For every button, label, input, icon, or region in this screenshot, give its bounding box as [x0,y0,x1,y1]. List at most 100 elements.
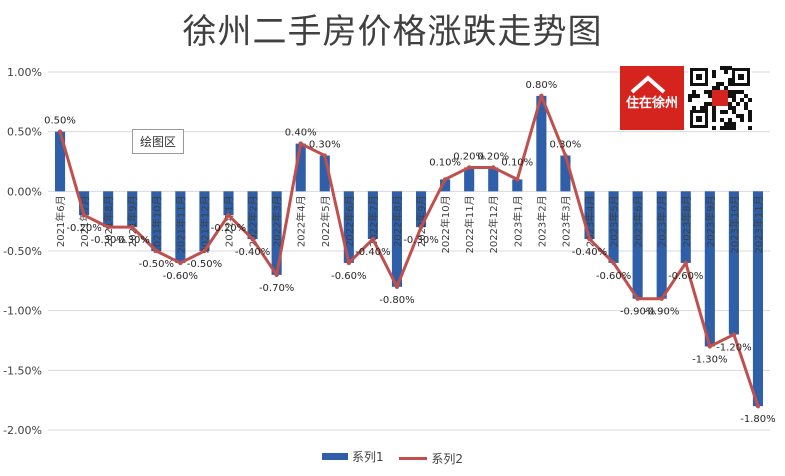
data-label: -0.30% [403,235,438,246]
legend-item-series1: 系列1 [321,448,384,465]
qr-module [712,90,728,106]
line-point [442,177,448,182]
qr-module [708,90,712,94]
data-label: -0.40% [572,247,607,258]
bar [175,191,186,263]
qr-module [732,126,736,130]
line-point [635,296,640,301]
line-point [154,248,159,254]
line-point [563,153,568,158]
bar [608,191,619,263]
qr-module [728,122,732,126]
qr-module [744,106,748,110]
qr-module [732,98,736,102]
chart-title: 徐州二手房价格涨跌走势图 [182,12,603,52]
qr-module [740,90,744,94]
line-point [274,272,279,278]
data-label: -0.70% [259,283,294,294]
line-point [466,165,472,170]
bar [488,167,499,192]
bar [79,191,90,216]
chart-legend: 系列1 系列2 [0,448,785,467]
qr-module [732,90,736,94]
line-point [539,93,544,99]
qr-module [708,94,712,98]
line-point [659,296,664,301]
qr-module [692,94,696,98]
bar [271,191,282,275]
data-label: 0.30% [309,140,341,151]
x-tick-label: 2021年6月 [54,195,67,247]
data-label: -1.80% [740,414,775,425]
qr-module [748,98,752,102]
legend-bar-swatch [321,453,348,460]
line-point [226,213,231,218]
line-point [515,177,520,182]
qr-module [720,82,724,86]
data-label: -0.80% [379,295,414,306]
line-point [418,224,424,230]
qr-module [728,106,732,110]
data-label: -0.50% [187,259,222,270]
qr-module [724,126,728,130]
data-label: -0.90% [620,307,655,318]
x-tick-label: 2022年3月 [271,195,284,247]
qr-module [692,90,696,94]
line-point [611,260,616,266]
data-label: 0.20% [477,151,509,162]
x-tick-label: 2021年11月 [174,195,187,253]
house-roof-icon [630,75,666,94]
qr-module [736,102,740,106]
bar [199,191,210,251]
qr-module [688,98,692,102]
x-tick-label: 2023年7月 [656,195,669,247]
qr-module [724,110,728,114]
line-point [707,344,713,349]
x-tick-label: 2021年12月 [198,195,211,253]
y-tick-label: 0.50% [7,126,42,139]
bar [319,155,330,192]
qr-module [728,102,732,106]
x-tick-label: 2021年8月 [102,195,115,247]
data-label: -0.30% [90,235,125,246]
qr-module [740,98,744,102]
line-point [202,248,207,254]
data-label: -0.60% [331,271,366,282]
bar [728,191,739,335]
x-tick-label: 2022年10月 [439,195,452,253]
bar [367,191,378,240]
qr-module [704,90,708,94]
line-point [394,284,400,289]
bar [632,191,643,299]
qr-module [740,118,744,122]
qr-module [748,126,752,130]
data-label: -0.40% [355,247,390,258]
line-point [587,236,592,242]
qr-module [708,102,712,106]
x-tick-label: 2022年6月 [343,195,356,247]
qr-module [724,66,728,70]
line-point [81,213,87,218]
bar [247,191,258,240]
qr-module [696,74,702,80]
qr-module [728,78,732,82]
bar [440,179,451,192]
bar [512,179,523,192]
qr-module [732,122,736,126]
qr-module [744,102,748,106]
x-tick-label: 2022年11月 [463,195,476,253]
qr-module [738,74,744,80]
x-tick-label: 2022年8月 [391,195,404,247]
bar [656,191,667,299]
bar [391,191,403,287]
qr-module [712,74,716,78]
bar [343,191,354,263]
x-tick-label: 2023年11月 [752,195,765,253]
data-label: 0.30% [550,140,582,151]
data-label: -0.60% [163,271,198,282]
qr-module [696,94,700,98]
x-tick-label: 2023年1月 [511,195,524,247]
qr-module [712,86,716,90]
data-label: -0.20% [211,223,246,234]
data-label: -0.40% [235,247,270,258]
